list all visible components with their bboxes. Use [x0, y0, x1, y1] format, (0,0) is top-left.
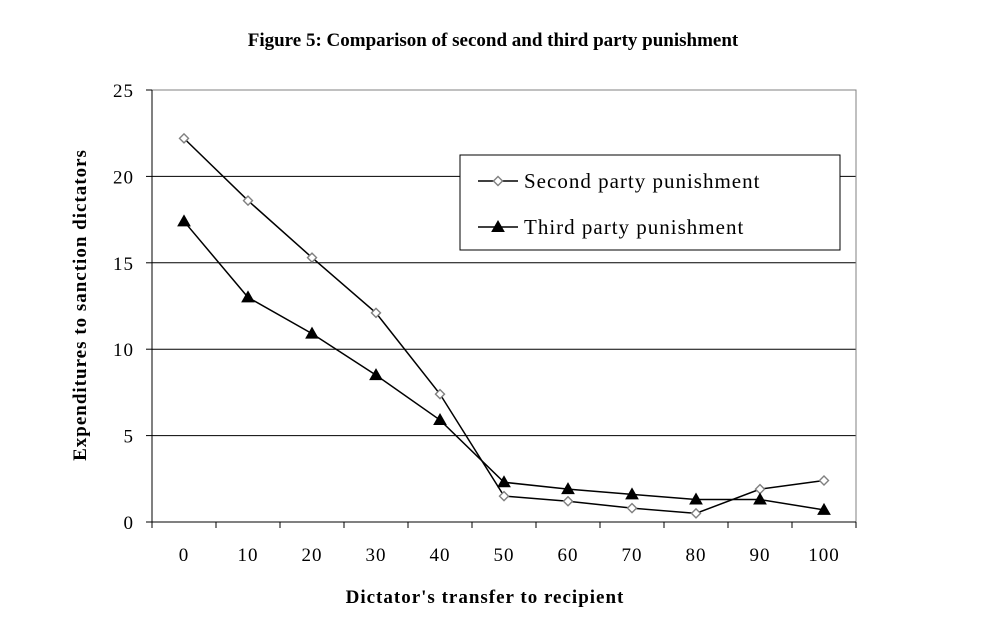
x-tick-label-0: 0 [179, 545, 190, 566]
x-tick-label-100: 100 [808, 545, 840, 566]
series-2-point-40 [433, 413, 447, 426]
y-tick-label-25: 25 [113, 81, 134, 102]
series-1-point-20 [306, 252, 318, 264]
series-1-point-70 [626, 502, 638, 514]
series-1-point-90 [754, 483, 766, 495]
series-2-point-100 [817, 502, 831, 515]
series-1-point-60 [562, 495, 574, 507]
series-1-point-30 [370, 307, 382, 319]
series-1-point-10 [242, 195, 254, 207]
y-tick-label-5: 5 [124, 427, 135, 448]
x-tick-label-20: 20 [302, 545, 323, 566]
tick-labels: 0 5 10 15 20 25 0 10 20 30 40 50 60 70 80 90 100 [113, 81, 840, 566]
series-2-point-0 [177, 214, 191, 227]
legend-label-third-party: Third party punishment [524, 215, 744, 239]
x-axis-title: Dictator's transfer to recipient [346, 587, 625, 608]
x-tick-label-60: 60 [558, 545, 579, 566]
legend-swatch-marker-2 [491, 219, 505, 232]
series-1 [178, 132, 830, 519]
series-2-point-90 [753, 492, 767, 505]
x-tick-label-50: 50 [494, 545, 515, 566]
y-tick-label-10: 10 [113, 340, 134, 361]
legend: Second party punishment Third party puni… [459, 154, 841, 251]
axes [146, 89, 857, 528]
x-tick-label-40: 40 [430, 545, 451, 566]
series-2-point-60 [561, 482, 575, 495]
x-tick-label-10: 10 [238, 545, 259, 566]
x-tick-label-90: 90 [750, 545, 771, 566]
series-2-point-10 [241, 290, 255, 303]
y-tick-label-15: 15 [113, 254, 134, 275]
series-1-point-50 [498, 490, 510, 502]
y-axis-title: Expenditures to sanction dictators [70, 149, 91, 461]
series-1-point-40 [434, 388, 446, 400]
x-tick-label-70: 70 [622, 545, 643, 566]
x-tick-label-80: 80 [686, 545, 707, 566]
legend-items [478, 175, 518, 232]
series-1-point-0 [178, 132, 190, 144]
y-tick-label-0: 0 [124, 513, 135, 534]
y-tick-label-20: 20 [113, 167, 134, 188]
series-2-point-80 [689, 492, 703, 505]
legend-box [459, 154, 841, 251]
series-2-line [183, 220, 825, 511]
series-2-point-50 [497, 475, 511, 488]
legend-swatch-marker-1 [492, 175, 504, 187]
series-2 [177, 214, 831, 515]
series-2-point-30 [369, 368, 383, 381]
series-1-point-80 [690, 507, 702, 519]
legend-label-second-party: Second party punishment [524, 169, 760, 193]
chart-title: Figure 5: Comparison of second and third… [248, 30, 739, 51]
x-tick-label-30: 30 [366, 545, 387, 566]
series-1-point-100 [818, 475, 830, 487]
series-2-point-70 [625, 487, 639, 500]
series-2-point-20 [305, 326, 319, 339]
series-group [177, 132, 831, 519]
